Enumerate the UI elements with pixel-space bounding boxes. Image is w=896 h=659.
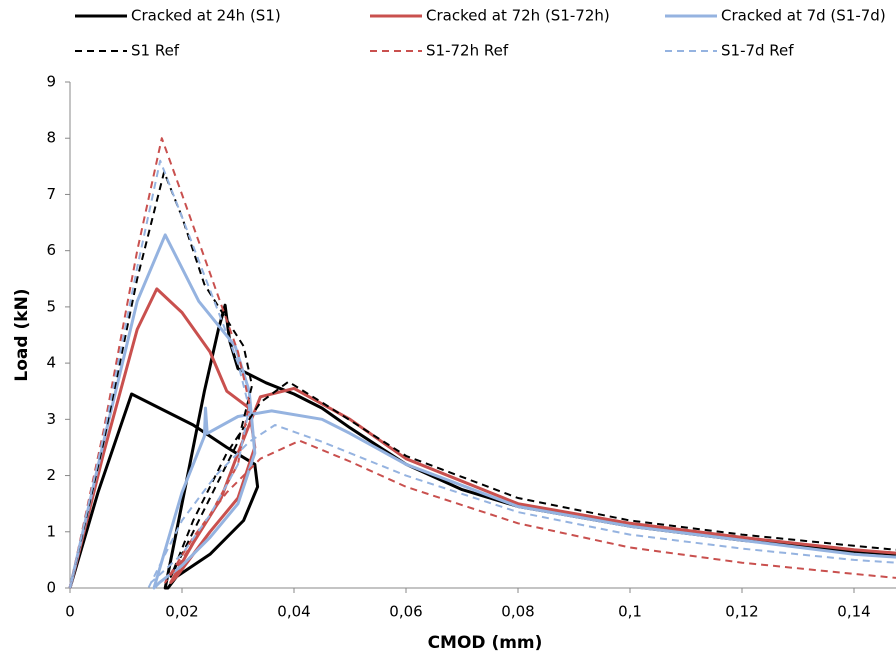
y-tick-label: 2	[46, 466, 56, 484]
y-tick-label: 1	[46, 522, 56, 540]
x-axis-title: CMOD (mm)	[428, 633, 543, 653]
series-line	[69, 159, 896, 589]
x-tick-label: 0	[65, 603, 75, 621]
y-tick-label: 5	[46, 297, 56, 315]
y-axis-title: Load (kN)	[12, 288, 32, 381]
y-tick-label: 4	[46, 354, 56, 372]
y-tick-label: 6	[46, 241, 56, 259]
x-tick-label: 0,12	[725, 603, 758, 621]
series-line	[68, 287, 896, 589]
x-tick-label: 0,02	[165, 603, 198, 621]
y-tick-label: 9	[46, 73, 56, 91]
legend-label: S1 Ref	[131, 42, 180, 60]
series-line	[68, 233, 896, 590]
x-tick-label: 0,08	[501, 603, 534, 621]
legend-label: S1-72h Ref	[426, 42, 509, 60]
y-tick-label: 0	[46, 579, 56, 597]
x-tick-label: 0,04	[277, 603, 310, 621]
x-tick-label: 0,06	[389, 603, 422, 621]
y-tick-label: 7	[46, 185, 56, 203]
legend-label: Cracked at 72h (S1-72h)	[426, 7, 610, 25]
x-tick-label: 0,1	[618, 603, 642, 621]
legend-label: Cracked at 24h (S1)	[131, 7, 281, 25]
y-tick-label: 3	[46, 410, 56, 428]
legend-label: Cracked at 7d (S1-7d)	[721, 7, 886, 25]
x-tick-label: 0,14	[837, 603, 870, 621]
legend-label: S1-7d Ref	[721, 42, 794, 60]
series-line	[69, 137, 896, 589]
series-line	[69, 171, 896, 589]
series-line	[68, 303, 896, 590]
y-tick-label: 8	[46, 129, 56, 147]
